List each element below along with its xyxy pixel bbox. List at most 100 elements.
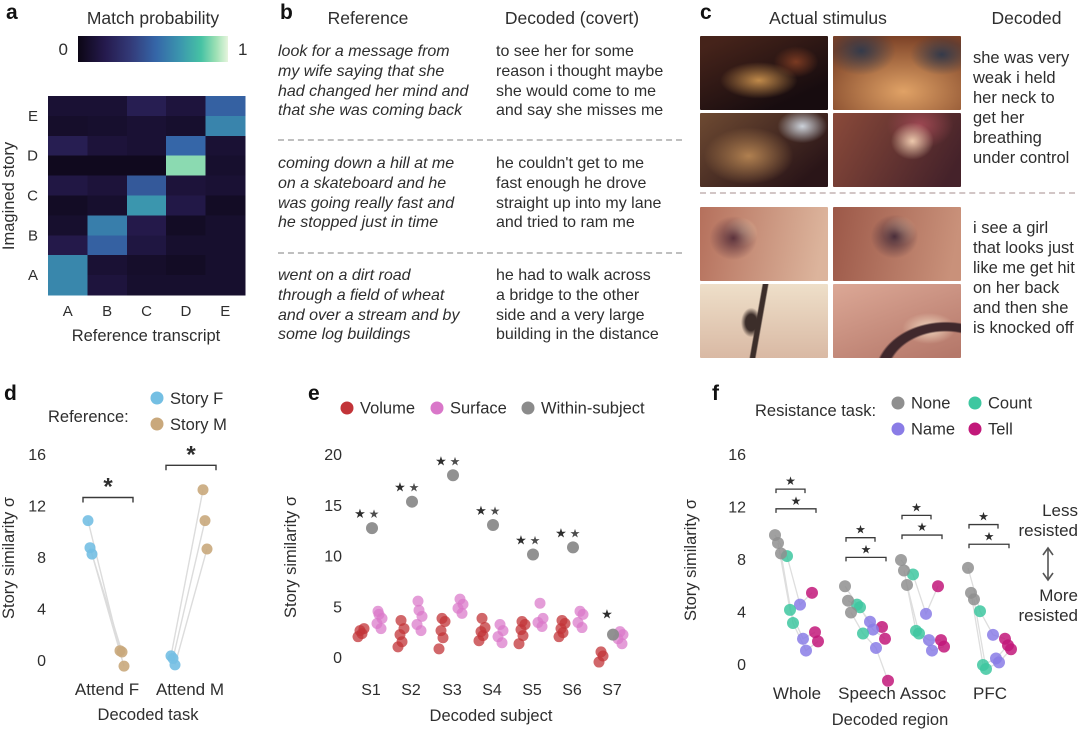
significance-bracket bbox=[775, 508, 817, 513]
heatmap-cell bbox=[205, 215, 246, 236]
column-header-decoded-covert: Decoded (covert) bbox=[504, 8, 640, 28]
surface-point bbox=[494, 619, 506, 631]
volume-point bbox=[435, 625, 447, 637]
heatmap-cell bbox=[126, 155, 167, 177]
none-point bbox=[962, 561, 974, 574]
attend-task-scatter-chart: Reference: Story F Story M 0 4 8 12 16 Story sim… bbox=[0, 390, 227, 724]
x-tick-label: S2 bbox=[401, 682, 421, 699]
heatmap-cell bbox=[48, 255, 88, 276]
x-axis-label: Decoded task bbox=[98, 706, 200, 724]
y-tick-label: 10 bbox=[324, 549, 342, 566]
heatmap-cell bbox=[126, 96, 167, 117]
tell-point bbox=[882, 674, 894, 687]
tell-point bbox=[876, 620, 888, 633]
legend-swatch bbox=[891, 422, 905, 436]
name-point bbox=[794, 598, 806, 611]
significance-star: ★ bbox=[601, 606, 613, 621]
decoded-text: he couldn't get to me fast enough he dro… bbox=[496, 155, 662, 232]
significance-star: ★ bbox=[450, 454, 461, 468]
heatmap-cell bbox=[126, 235, 167, 256]
heatmap-cell bbox=[126, 275, 167, 296]
x-tick-label: S7 bbox=[602, 682, 622, 699]
decoded-text: to see her for some reason i thought may… bbox=[496, 43, 664, 120]
decoded-text: i see a girl that looks just like me get… bbox=[973, 219, 1075, 337]
surface-point bbox=[537, 612, 549, 624]
surface-point bbox=[412, 595, 424, 607]
y-tick-label: D bbox=[27, 148, 38, 165]
significance-bracket bbox=[775, 488, 806, 494]
heatmap-cell bbox=[87, 255, 128, 276]
legend-swatch bbox=[968, 396, 982, 410]
y-tick-label: 8 bbox=[37, 550, 46, 567]
subject-similarity-scatter-chart: Volume Surface Within-subject 0 5 10 15 20 Story… bbox=[282, 400, 645, 726]
panel-d: d Reference: Story F Story M 0 4 8 12 16 Story s… bbox=[0, 375, 280, 732]
significance-bracket bbox=[968, 543, 1010, 549]
surface-point bbox=[534, 597, 546, 609]
x-tick-label: Whole bbox=[773, 684, 821, 703]
y-axis-label: Story similarity σ bbox=[0, 497, 18, 619]
y-tick-label: 0 bbox=[37, 653, 46, 670]
tell-point bbox=[812, 635, 824, 648]
heatmap-cell bbox=[48, 155, 88, 177]
story-f-point bbox=[169, 659, 181, 671]
x-tick-label: Attend M bbox=[156, 680, 224, 699]
y-tick-label: 20 bbox=[324, 447, 342, 464]
within-subject-point bbox=[406, 495, 418, 508]
story-m-point bbox=[116, 646, 128, 658]
y-tick-label: E bbox=[28, 108, 38, 125]
significance-star: ★ bbox=[917, 520, 928, 534]
x-tick-label: A bbox=[63, 303, 73, 320]
more-resisted-label: resisted bbox=[1018, 606, 1078, 625]
volume-point bbox=[436, 612, 448, 624]
less-resisted-label: Less bbox=[1042, 501, 1078, 520]
x-tick-label: PFC bbox=[973, 684, 1007, 703]
legend-swatch bbox=[150, 391, 164, 405]
y-tick-label: 0 bbox=[737, 657, 746, 674]
surface-point bbox=[574, 605, 586, 617]
heatmap-cell bbox=[166, 115, 207, 137]
surface-point bbox=[411, 619, 423, 631]
significance-star: ★ bbox=[984, 529, 995, 543]
count-point bbox=[857, 627, 869, 640]
panel-b-label: b bbox=[280, 1, 293, 24]
legend-swatch bbox=[340, 401, 354, 415]
heatmap-cell bbox=[166, 155, 207, 177]
none-point bbox=[842, 594, 854, 607]
heatmap-cell bbox=[205, 175, 246, 197]
decoded-text: he had to walk across a bridge to the ot… bbox=[496, 267, 659, 344]
none-point bbox=[901, 578, 913, 591]
name-point bbox=[797, 632, 809, 645]
reference-text: look for a message from my wife saying t… bbox=[278, 43, 469, 120]
reference-text: coming down a hill at me on a skateboard… bbox=[278, 155, 455, 232]
y-tick-label: 5 bbox=[333, 599, 342, 616]
panel-a: a Match probability 0 1 E D C B A A B C D E Reference… bbox=[0, 0, 270, 372]
legend-label: Within-subject bbox=[541, 400, 645, 418]
x-axis-label: Decoded region bbox=[832, 711, 949, 729]
heatmap-cell bbox=[87, 115, 128, 137]
pair-line bbox=[174, 548, 208, 666]
x-tick-label: S5 bbox=[522, 682, 542, 699]
within-subject-point bbox=[487, 519, 499, 532]
y-tick-label: 0 bbox=[333, 650, 342, 667]
none-point bbox=[968, 593, 980, 606]
arrow-down-icon bbox=[1042, 572, 1054, 582]
dashed-divider bbox=[278, 252, 682, 254]
story-m-point bbox=[199, 515, 211, 527]
panel-e-label: e bbox=[308, 382, 320, 405]
significance-star: ★ bbox=[475, 503, 487, 518]
heatmap-cell bbox=[205, 275, 246, 296]
heatmap-cell bbox=[48, 275, 88, 296]
heatmap-cell bbox=[166, 215, 207, 236]
heatmap-cell bbox=[205, 235, 246, 256]
legend-label: Story M bbox=[170, 416, 227, 434]
heatmap-cell bbox=[205, 96, 246, 117]
legend-title: Resistance task: bbox=[755, 402, 876, 420]
legend-label: None bbox=[911, 395, 950, 413]
legend-swatch bbox=[891, 396, 905, 410]
heatmap-cell bbox=[126, 175, 167, 197]
y-tick-label: B bbox=[28, 227, 38, 244]
x-tick-label: S6 bbox=[562, 682, 582, 699]
legend-title: Reference: bbox=[48, 408, 129, 426]
story-m-point bbox=[197, 484, 209, 496]
y-axis-label: Story similarity σ bbox=[682, 499, 700, 621]
